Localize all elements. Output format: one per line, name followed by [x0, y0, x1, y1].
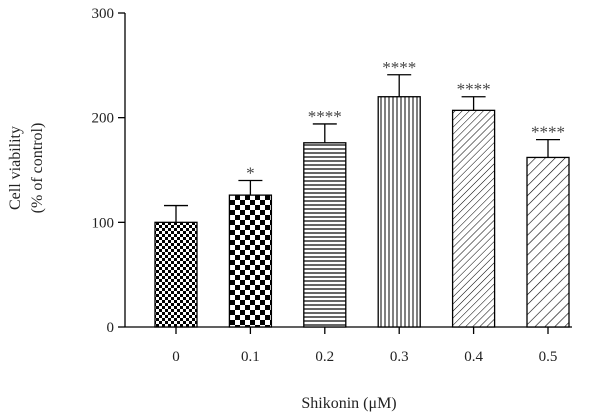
bar-0 — [154, 221, 198, 328]
bar-0.2 — [303, 142, 347, 328]
significance-label: **** — [531, 123, 565, 142]
x-tick-label: 0 — [172, 349, 180, 365]
significance-labels: ***************** — [246, 58, 565, 183]
y-ticks: 0 100 200 300 — [92, 6, 125, 336]
y-tick-label: 100 — [92, 215, 115, 231]
y-tick-label: 300 — [92, 6, 115, 22]
x-tick-label: 0.3 — [390, 349, 409, 365]
bar-0.3 — [377, 96, 421, 328]
significance-label: **** — [308, 107, 342, 126]
y-axis-title-line2: (% of control) — [29, 123, 46, 214]
bar-0.1 — [228, 194, 273, 328]
x-tick-label: 0.2 — [315, 349, 334, 365]
y-tick-label: 200 — [92, 111, 115, 127]
x-tick-label: 0.4 — [464, 349, 483, 365]
significance-label: **** — [382, 58, 416, 77]
significance-label: * — [246, 163, 255, 182]
significance-label: **** — [457, 80, 491, 99]
bar-0.4 — [451, 109, 496, 328]
y-tick-label: 0 — [107, 320, 115, 336]
y-axis-title-line1: Cell viability — [7, 126, 24, 210]
x-tick-label: 0.1 — [241, 349, 260, 365]
x-tick-label: 0.5 — [539, 349, 558, 365]
bar-0.5 — [526, 156, 570, 328]
axes — [124, 13, 572, 328]
error-bars — [164, 74, 560, 223]
x-ticks: 0 0.1 0.2 0.3 0.4 0.5 — [172, 327, 557, 365]
x-axis-title: Shikonin (μM) — [301, 395, 396, 412]
bars — [154, 96, 570, 328]
